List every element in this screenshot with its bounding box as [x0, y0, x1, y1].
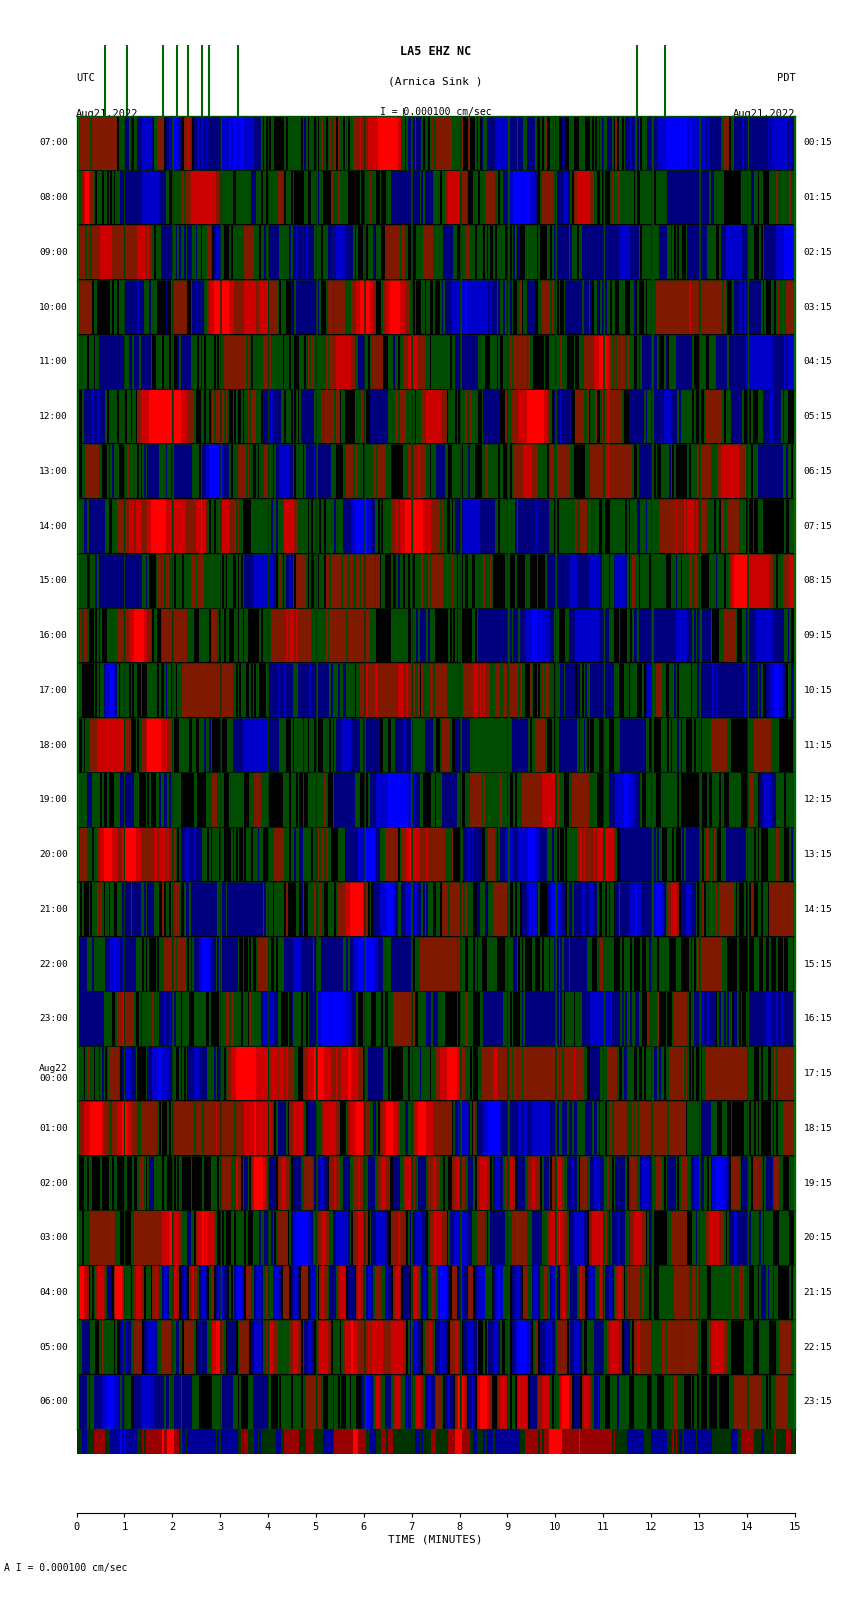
Text: 17:00: 17:00: [39, 686, 68, 695]
Text: 08:00: 08:00: [39, 194, 68, 202]
Text: 20:00: 20:00: [39, 850, 68, 860]
Text: 18:15: 18:15: [803, 1124, 832, 1132]
Text: 19:00: 19:00: [39, 795, 68, 805]
Text: 11:00: 11:00: [39, 358, 68, 366]
Text: 01:15: 01:15: [803, 194, 832, 202]
Text: 09:00: 09:00: [39, 248, 68, 256]
Text: 10:00: 10:00: [39, 303, 68, 311]
Text: 05:00: 05:00: [39, 1342, 68, 1352]
Text: 15:00: 15:00: [39, 576, 68, 586]
Text: 06:15: 06:15: [803, 466, 832, 476]
Text: 18:00: 18:00: [39, 740, 68, 750]
Text: 04:00: 04:00: [39, 1289, 68, 1297]
Text: 17:15: 17:15: [803, 1069, 832, 1077]
Text: 03:00: 03:00: [39, 1234, 68, 1242]
Text: 10:15: 10:15: [803, 686, 832, 695]
Text: 04:15: 04:15: [803, 358, 832, 366]
Text: Aug22
00:00: Aug22 00:00: [39, 1065, 68, 1084]
Text: 08:15: 08:15: [803, 576, 832, 586]
Text: 13:00: 13:00: [39, 466, 68, 476]
Text: 02:00: 02:00: [39, 1179, 68, 1187]
Text: 11:15: 11:15: [803, 740, 832, 750]
Text: 21:15: 21:15: [803, 1289, 832, 1297]
Text: 13:15: 13:15: [803, 850, 832, 860]
Text: I = 0.000100 cm/sec: I = 0.000100 cm/sec: [380, 106, 491, 118]
Text: 07:00: 07:00: [39, 139, 68, 147]
Text: 01:00: 01:00: [39, 1124, 68, 1132]
Text: LA5 EHZ NC: LA5 EHZ NC: [400, 45, 471, 58]
Text: 09:15: 09:15: [803, 631, 832, 640]
Text: A I = 0.000100 cm/sec: A I = 0.000100 cm/sec: [4, 1563, 127, 1573]
Text: 15:15: 15:15: [803, 960, 832, 968]
Text: PDT: PDT: [777, 73, 796, 84]
Text: 12:00: 12:00: [39, 413, 68, 421]
Text: 00:15: 00:15: [803, 139, 832, 147]
Text: 14:00: 14:00: [39, 521, 68, 531]
Text: 19:15: 19:15: [803, 1179, 832, 1187]
Text: 23:15: 23:15: [803, 1397, 832, 1407]
Text: 23:00: 23:00: [39, 1015, 68, 1023]
Text: 22:15: 22:15: [803, 1342, 832, 1352]
X-axis label: TIME (MINUTES): TIME (MINUTES): [388, 1536, 483, 1545]
Text: 03:15: 03:15: [803, 303, 832, 311]
Text: 07:15: 07:15: [803, 521, 832, 531]
Text: 12:15: 12:15: [803, 795, 832, 805]
Text: 16:00: 16:00: [39, 631, 68, 640]
Text: 21:00: 21:00: [39, 905, 68, 915]
Text: 22:00: 22:00: [39, 960, 68, 968]
Text: Aug21,2022: Aug21,2022: [733, 108, 796, 119]
Text: Aug21,2022: Aug21,2022: [76, 108, 139, 119]
Text: 05:15: 05:15: [803, 413, 832, 421]
Text: 16:15: 16:15: [803, 1015, 832, 1023]
Text: 06:00: 06:00: [39, 1397, 68, 1407]
Text: |: |: [400, 106, 407, 119]
Text: 20:15: 20:15: [803, 1234, 832, 1242]
Text: UTC: UTC: [76, 73, 94, 84]
Text: (Arnica Sink ): (Arnica Sink ): [388, 77, 483, 87]
Text: 14:15: 14:15: [803, 905, 832, 915]
Text: 02:15: 02:15: [803, 248, 832, 256]
